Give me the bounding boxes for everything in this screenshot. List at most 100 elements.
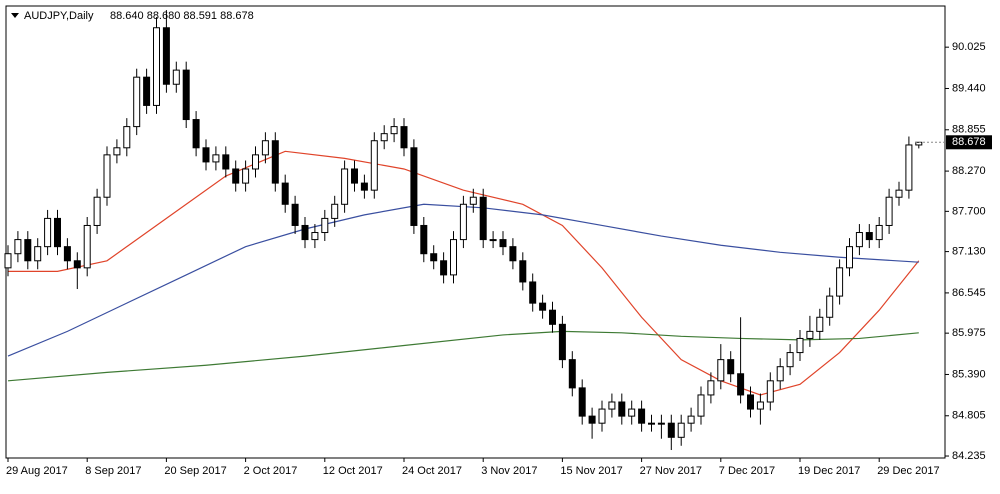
candle-body <box>390 126 398 135</box>
candle-body <box>133 76 141 128</box>
candle-body <box>113 147 121 156</box>
candle-body <box>895 189 903 198</box>
candle-body <box>846 246 853 269</box>
candle-body <box>529 281 537 304</box>
candle-body <box>261 140 269 156</box>
candle-body <box>440 260 448 276</box>
candle-body <box>865 232 873 241</box>
candle-body <box>875 224 883 241</box>
candle-body <box>836 267 844 297</box>
candle-body <box>855 232 863 248</box>
candle-body <box>915 141 923 146</box>
candle-body <box>568 359 576 389</box>
candle-body <box>370 140 378 191</box>
y-tick-label: 87.700 <box>952 205 986 217</box>
candle-body <box>469 196 477 205</box>
candle-body <box>727 359 735 375</box>
candle-body <box>331 203 339 219</box>
candle-body <box>697 394 705 417</box>
candle-body <box>143 76 151 106</box>
candle-body <box>776 366 784 382</box>
candle-body <box>588 415 596 424</box>
candle-body <box>351 168 358 184</box>
candle-body <box>766 380 774 403</box>
candle-body <box>786 352 794 368</box>
price-label: 88.678 <box>952 136 986 148</box>
candle-body <box>459 203 467 241</box>
candle-body <box>816 316 824 332</box>
candle-body <box>212 154 220 163</box>
candle-body <box>291 203 299 226</box>
candle-body <box>4 253 12 269</box>
menu-arrow[interactable] <box>11 13 19 18</box>
x-tick-label: 3 Nov 2017 <box>481 465 537 477</box>
candle-body <box>311 232 319 241</box>
candle-body <box>123 126 131 149</box>
candle-body <box>380 133 388 142</box>
candle-body <box>756 401 764 410</box>
candle-body <box>54 217 61 248</box>
candle-body <box>578 387 586 417</box>
candle-body <box>885 196 893 226</box>
x-tick-label: 15 Nov 2017 <box>560 465 622 477</box>
candle-body <box>400 126 408 149</box>
candle-body <box>499 239 507 248</box>
candle-body <box>410 147 418 226</box>
candle-body <box>202 147 210 163</box>
x-tick-label: 27 Nov 2017 <box>640 465 702 477</box>
price-box <box>946 135 992 150</box>
candle-body <box>539 302 547 311</box>
candle-body <box>222 154 230 170</box>
y-tick-label: 88.855 <box>952 124 986 136</box>
ohlc-label: 88.640 88.680 88.591 88.678 <box>110 10 254 22</box>
candle-body <box>638 408 646 424</box>
candle-body <box>182 69 190 121</box>
x-tick-label: 29 Dec 2017 <box>877 465 939 477</box>
y-tick-label: 90.025 <box>952 41 986 53</box>
candle-body <box>450 239 457 276</box>
candle-body <box>63 246 71 262</box>
candle-body <box>489 239 497 242</box>
candle-body <box>479 196 487 241</box>
x-tick-label: 8 Sep 2017 <box>85 465 141 477</box>
candle-body <box>905 144 913 191</box>
candle-body <box>34 246 42 262</box>
candle-body <box>420 224 428 255</box>
candle-body <box>667 422 675 438</box>
candle-body <box>153 27 160 106</box>
candle-body <box>430 253 438 262</box>
y-tick-label: 84.805 <box>952 410 986 422</box>
x-tick-label: 19 Dec 2017 <box>798 465 860 477</box>
y-tick-label: 84.235 <box>952 450 986 462</box>
candle-body <box>618 401 626 417</box>
x-tick-label: 2 Oct 2017 <box>244 465 298 477</box>
y-tick-label: 87.130 <box>952 246 986 258</box>
symbol-label: AUDJPY,Daily <box>24 10 94 22</box>
candle-body <box>281 182 289 205</box>
candle-body <box>677 422 685 438</box>
y-tick-label: 86.545 <box>952 287 986 299</box>
x-tick-label: 29 Aug 2017 <box>6 465 68 477</box>
candle-body <box>14 239 22 255</box>
candle-body <box>242 168 250 184</box>
candle-body <box>24 239 32 262</box>
candle-body <box>83 224 91 269</box>
candle-body <box>608 401 616 410</box>
candle-body <box>648 422 655 425</box>
candle-body <box>172 69 180 85</box>
candle-body <box>707 380 715 396</box>
candle-body <box>509 246 517 262</box>
candle-body <box>360 182 368 191</box>
y-tick-label: 85.390 <box>952 368 986 380</box>
candle-body <box>657 422 665 425</box>
candle-body <box>271 140 279 184</box>
candle-body <box>717 359 725 382</box>
candle-body <box>44 217 52 248</box>
candle-body <box>628 408 636 417</box>
y-tick-label: 89.440 <box>952 82 986 94</box>
candle-body <box>549 309 556 325</box>
candle-body <box>301 224 309 241</box>
x-tick-label: 20 Sep 2017 <box>164 465 226 477</box>
moving-average <box>7 203 919 357</box>
